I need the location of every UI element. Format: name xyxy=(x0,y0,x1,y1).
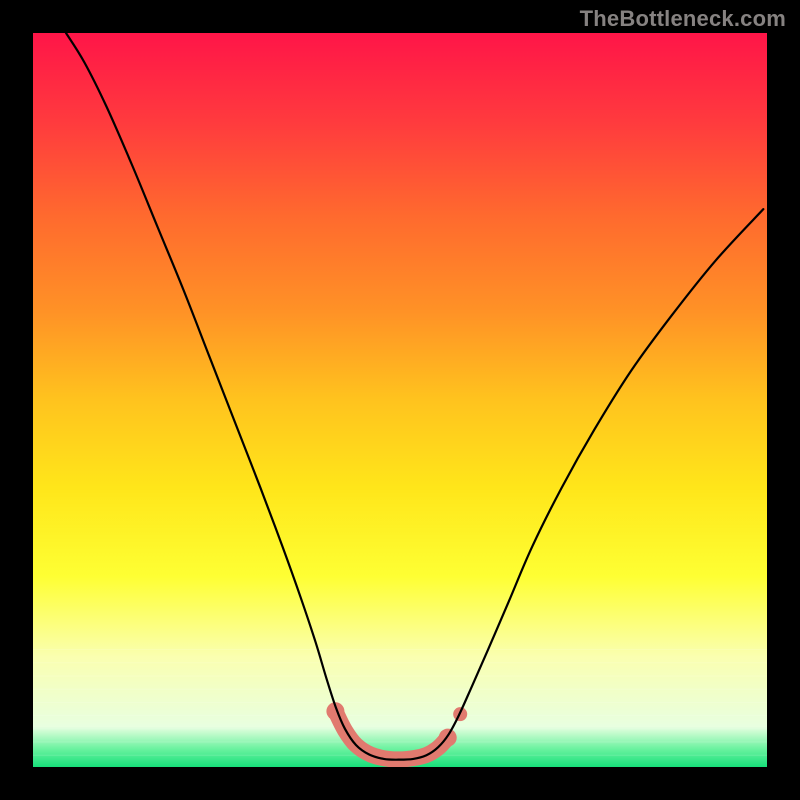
chart-stage xyxy=(0,0,800,800)
watermark-text: TheBottleneck.com xyxy=(580,6,786,32)
